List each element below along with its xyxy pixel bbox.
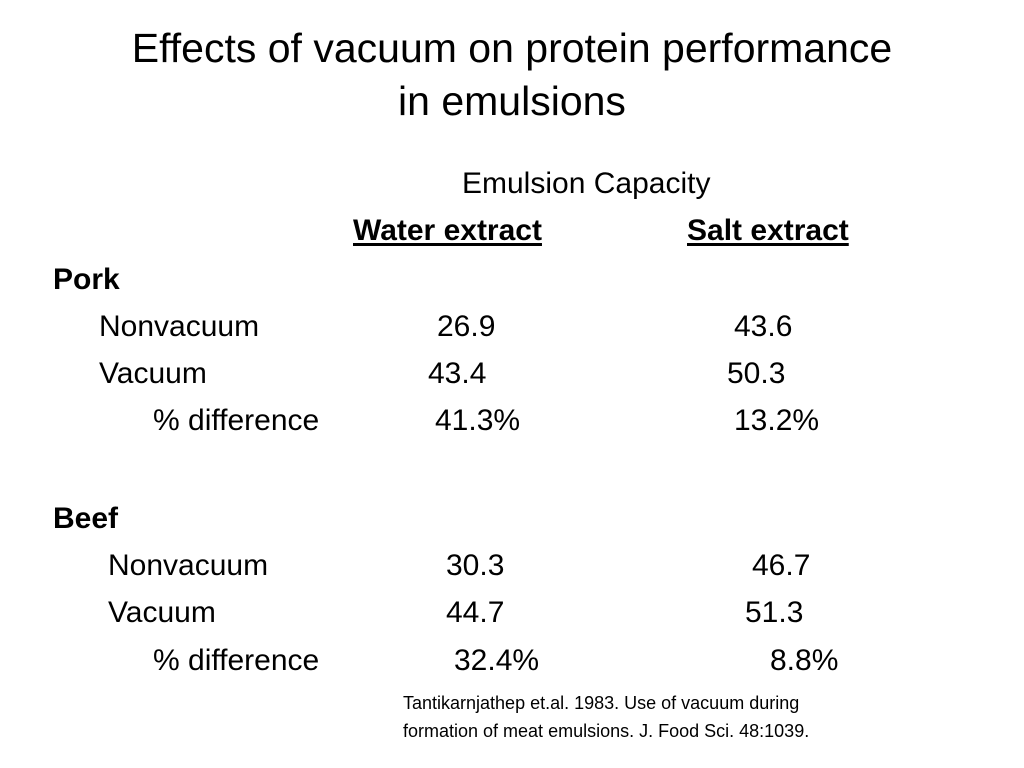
slide-title-line-2: in emulsions	[398, 78, 626, 124]
cell-pork-difference-water: 41.3%	[435, 404, 521, 437]
row-label-pork-difference: % difference	[153, 404, 320, 437]
group-heading-beef: Beef	[53, 502, 119, 535]
row-label-beef-nonvacuum: Nonvacuum	[108, 549, 269, 582]
row-label-pork-vacuum: Vacuum	[99, 357, 207, 390]
cell-beef-vacuum-salt: 51.3	[745, 596, 804, 629]
emulsion-capacity-heading: Emulsion Capacity	[462, 167, 711, 200]
group-heading-pork: Pork	[53, 263, 120, 296]
cell-beef-vacuum-water: 44.7	[446, 596, 505, 629]
cell-pork-nonvacuum-salt: 43.6	[734, 310, 793, 343]
water-extract-column-header: Water extract	[353, 214, 542, 247]
salt-extract-column-header: Salt extract	[687, 214, 849, 247]
cell-beef-nonvacuum-salt: 46.7	[752, 549, 811, 582]
cell-beef-difference-salt: 8.8%	[770, 644, 839, 677]
citation-line-1: Tantikarnjathep et.al. 1983. Use of vacu…	[403, 693, 800, 713]
row-label-beef-vacuum: Vacuum	[108, 596, 216, 629]
cell-pork-difference-salt: 13.2%	[734, 404, 820, 437]
citation: Tantikarnjathep et.al. 1983. Use of vacu…	[403, 689, 809, 745]
row-label-pork-nonvacuum: Nonvacuum	[99, 310, 260, 343]
citation-line-2: formation of meat emulsions. J. Food Sci…	[403, 721, 810, 741]
cell-pork-vacuum-water: 43.4	[428, 357, 487, 390]
cell-pork-vacuum-salt: 50.3	[727, 357, 786, 390]
cell-beef-nonvacuum-water: 30.3	[446, 549, 505, 582]
cell-pork-nonvacuum-water: 26.9	[437, 310, 496, 343]
cell-beef-difference-water: 32.4%	[454, 644, 540, 677]
slide-title-line-1: Effects of vacuum on protein performance	[131, 25, 893, 71]
row-label-beef-difference: % difference	[153, 644, 320, 677]
slide-title: Effects of vacuum on protein performance…	[0, 22, 1024, 128]
